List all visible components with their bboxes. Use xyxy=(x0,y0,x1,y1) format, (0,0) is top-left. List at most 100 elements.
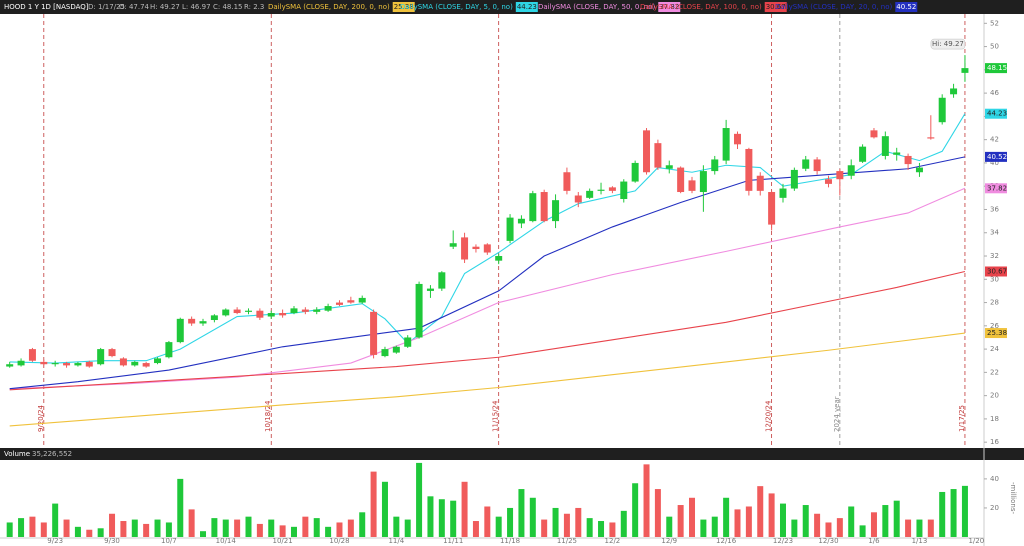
candle-body xyxy=(517,218,525,224)
candle-body xyxy=(358,297,366,303)
volume-bar xyxy=(120,521,127,537)
candle-body xyxy=(745,148,753,191)
volume-bar xyxy=(882,505,889,537)
volume-bar xyxy=(325,526,332,537)
candle-body xyxy=(165,342,173,358)
candle-body xyxy=(267,313,275,317)
candle-body xyxy=(97,349,105,365)
candle-body xyxy=(495,256,503,261)
volume-bar xyxy=(666,516,673,537)
price-bubble xyxy=(985,266,1007,277)
volume-bar xyxy=(450,500,457,537)
candle-body xyxy=(938,97,946,123)
sma-line xyxy=(9,113,966,364)
volume-bar xyxy=(234,519,241,537)
volume-bar xyxy=(97,528,104,537)
candle-body xyxy=(381,349,389,357)
y-tick-label: 24 xyxy=(990,345,999,353)
volume-bar xyxy=(711,516,718,537)
volume-bar xyxy=(563,513,570,537)
candle-body xyxy=(904,155,912,165)
candle-body xyxy=(790,169,798,189)
candle-body xyxy=(426,288,434,291)
candle-body xyxy=(40,361,48,365)
y-tick-label: 40 xyxy=(990,159,999,167)
event-label: 9/20/24 xyxy=(37,404,45,432)
volume-bar xyxy=(927,519,934,537)
candle-body xyxy=(472,246,480,250)
volume-bar xyxy=(416,462,423,537)
volume-bar xyxy=(461,481,468,537)
volume-bar xyxy=(256,523,263,537)
volume-bar xyxy=(370,471,377,537)
price-bubble xyxy=(985,63,1007,74)
price-bubble-label: 40.52 xyxy=(987,153,1007,161)
volume-bar xyxy=(381,481,388,537)
volume-bar xyxy=(29,516,36,537)
candle-body xyxy=(654,143,662,168)
volume-bar xyxy=(154,519,161,537)
candle-body xyxy=(620,181,628,200)
candle-body xyxy=(665,165,673,169)
price-bubble xyxy=(985,151,1007,162)
volume-bar xyxy=(802,505,809,537)
volume-bar xyxy=(552,507,559,537)
sma-line xyxy=(9,332,966,427)
price-bubble-label: 30.67 xyxy=(987,267,1007,275)
candle-body xyxy=(222,309,230,316)
y-tick-label: 50 xyxy=(990,43,999,51)
candle-body xyxy=(28,349,36,361)
y-tick-label: 22 xyxy=(990,368,999,376)
candle-body xyxy=(199,321,207,324)
legend-value-box xyxy=(764,2,787,12)
volume-bar xyxy=(745,506,752,537)
legend-name: DailySMA (CLOSE, DAY, 100, 0, no) xyxy=(640,3,762,11)
symbol: HOOD 1 Y 1D [NASDAQ] xyxy=(4,3,89,11)
y-tick-label: 28 xyxy=(990,299,999,307)
price-bubble xyxy=(985,108,1007,119)
candle-body xyxy=(301,309,309,312)
volume-bar xyxy=(188,509,195,537)
y-tick-label: 46 xyxy=(990,89,999,97)
price-bubble xyxy=(985,183,1007,194)
volume-bar xyxy=(529,497,536,537)
x-tick-label: 11/11 xyxy=(443,537,463,545)
annotation-box xyxy=(930,38,966,50)
volume-bar xyxy=(870,512,877,537)
volume-bar xyxy=(143,523,150,537)
candle-body xyxy=(597,189,605,191)
volume-bar xyxy=(836,518,843,537)
volume-bar xyxy=(961,485,968,537)
sma-line xyxy=(9,270,966,391)
candle-body xyxy=(142,363,150,367)
candle-body xyxy=(461,237,469,260)
legend-value: 25.38 xyxy=(394,3,414,11)
volume-bar xyxy=(541,519,548,537)
volume-bar xyxy=(165,522,172,537)
legend-value: 44.23 xyxy=(517,3,537,11)
candle-body xyxy=(313,309,321,312)
candle-body xyxy=(188,318,196,324)
volume-bar xyxy=(359,512,366,537)
event-label: 2024 year xyxy=(833,396,841,432)
volume-bar xyxy=(313,518,320,537)
bar-open: O: 47.74 xyxy=(119,3,150,11)
volume-bar xyxy=(643,464,650,537)
volume-bar xyxy=(689,497,696,537)
candle-body xyxy=(870,130,878,138)
candle-body xyxy=(950,88,958,95)
candle-body xyxy=(756,175,764,191)
volume-bar xyxy=(848,506,855,537)
candle-body xyxy=(51,363,59,365)
candle-body xyxy=(438,272,446,289)
volume-bar xyxy=(518,489,525,537)
volume-bar xyxy=(347,519,354,537)
candle-body xyxy=(540,192,548,222)
candle-body xyxy=(245,310,252,312)
volume-bar xyxy=(950,489,957,537)
y-tick-label: 30 xyxy=(990,275,999,283)
volume-bar xyxy=(438,499,445,537)
candle-body xyxy=(324,306,332,311)
